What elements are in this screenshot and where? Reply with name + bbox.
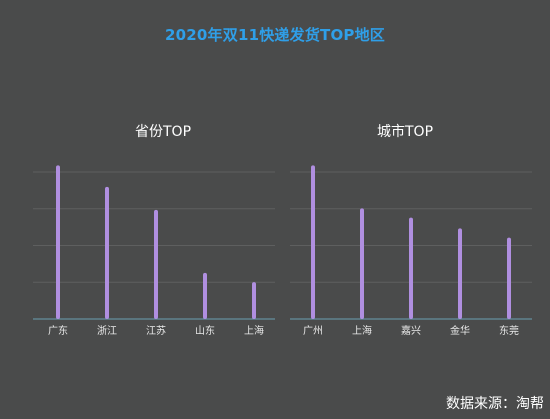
province-tick-label-2: 浙江 xyxy=(97,325,117,337)
province-bar-3 xyxy=(154,209,158,319)
city-tick-label-3: 嘉兴 xyxy=(401,324,421,337)
province-bar-4 xyxy=(203,272,207,319)
city-tick-label-5: 东莞 xyxy=(499,324,519,337)
city-tick-label-4: 金华 xyxy=(450,324,470,337)
city-tick-label-1: 广州 xyxy=(303,325,323,337)
city-bar-2 xyxy=(360,208,364,319)
city-bar-4 xyxy=(458,228,462,319)
data-source-note: 数据来源：淘帮 xyxy=(446,396,544,412)
province-tick-label-3: 江苏 xyxy=(146,324,166,337)
province-tick-label-4: 山东 xyxy=(195,324,215,337)
city-bar-5 xyxy=(507,237,511,319)
province-tick-label-1: 广东 xyxy=(48,324,68,337)
province-chart-title: 省份TOP xyxy=(135,124,192,140)
city-chart-title: 城市TOP xyxy=(377,124,434,140)
city-tick-label-2: 上海 xyxy=(352,324,372,337)
province-bar-2 xyxy=(105,186,109,319)
province-bar-5 xyxy=(252,282,256,319)
page-title: 2020年双11快递发货TOP地区 xyxy=(165,26,385,44)
city-bar-3 xyxy=(409,217,413,319)
province-bar-1 xyxy=(56,165,60,319)
city-bar-1 xyxy=(311,165,315,319)
province-tick-label-5: 上海 xyxy=(244,324,264,337)
